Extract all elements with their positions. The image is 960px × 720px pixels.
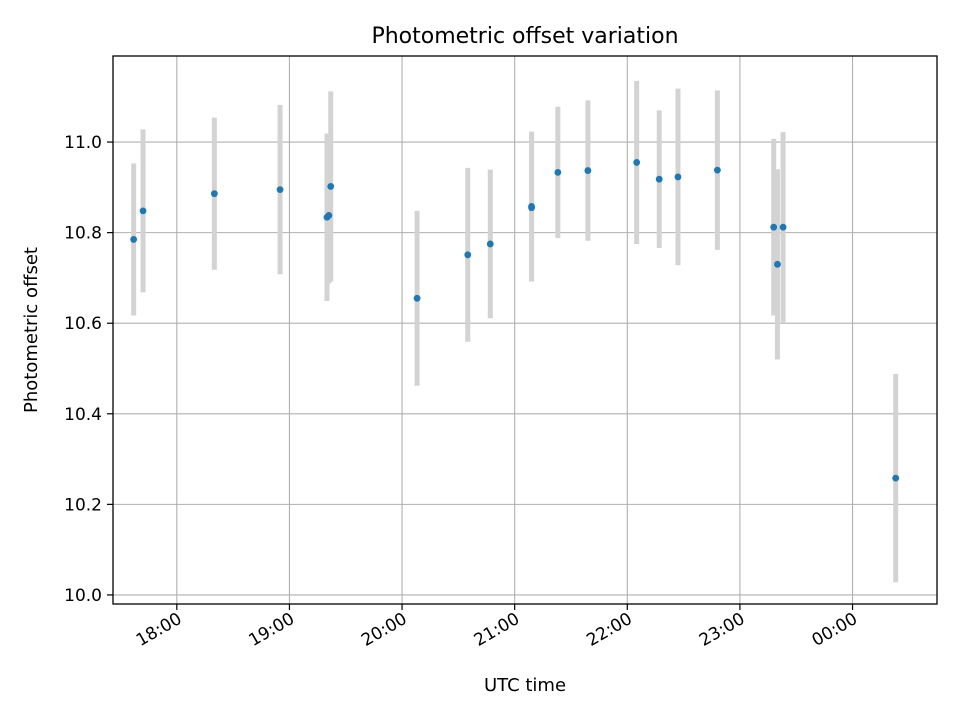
- data-point: [325, 212, 333, 219]
- y-tick-label: 10.2: [64, 495, 102, 515]
- data-point: [464, 251, 472, 259]
- data-point: [413, 294, 421, 302]
- data-point: [210, 190, 218, 198]
- data-point: [774, 260, 781, 268]
- x-tick-label: 21:00: [471, 609, 523, 651]
- x-tick-label: 18:00: [133, 609, 185, 651]
- data-point: [584, 167, 592, 174]
- data-point: [770, 223, 778, 231]
- y-tick-label: 10.8: [64, 224, 102, 244]
- y-tick-label: 11.0: [64, 133, 102, 153]
- data-point: [554, 168, 562, 176]
- x-tick-label: 19:00: [246, 609, 298, 651]
- x-tick-label: 20:00: [358, 609, 410, 651]
- plot-frame: [112, 55, 938, 605]
- data-points: [130, 159, 900, 482]
- data-point: [528, 204, 535, 212]
- data-point: [892, 474, 900, 482]
- data-point: [130, 236, 138, 243]
- grid: [113, 56, 937, 604]
- chart-title: Photometric offset variation: [371, 24, 678, 49]
- data-point: [655, 175, 663, 183]
- y-axis-label: Photometric offset: [21, 247, 42, 413]
- x-tick-label: 22:00: [583, 609, 635, 651]
- data-point: [276, 186, 284, 194]
- y-tick-label: 10.6: [64, 314, 102, 334]
- x-ticks: 18:00 19:00 20:00 21:00 22:00 23:00 00:00: [133, 604, 861, 651]
- data-point: [674, 173, 682, 181]
- y-tick-label: 10.0: [64, 586, 102, 606]
- data-point: [486, 240, 494, 248]
- x-tick-label: 23:00: [696, 609, 748, 651]
- y-tick-label: 10.4: [64, 405, 102, 425]
- data-point: [779, 223, 787, 231]
- y-ticks: 10.0 10.2 10.4 10.6 10.8 11.0: [64, 133, 113, 606]
- data-point: [633, 159, 641, 166]
- data-point: [327, 183, 335, 190]
- data-point: [713, 166, 721, 174]
- x-axis-label: UTC time: [484, 675, 566, 696]
- data-point: [139, 207, 147, 215]
- x-tick-label: 00:00: [809, 609, 861, 651]
